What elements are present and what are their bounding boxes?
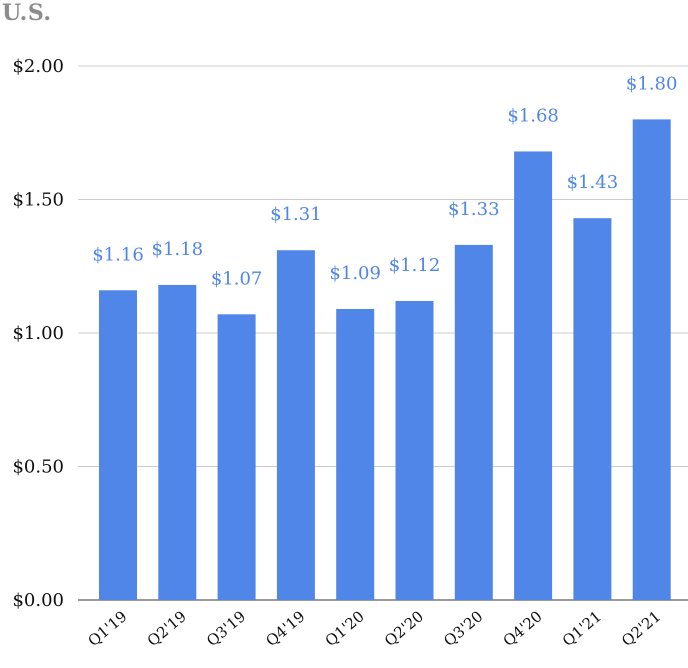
data-label: $1.16 <box>92 244 144 265</box>
data-labels: $1.16 $1.18 $1.07 $1.31 $1.09 $1.12 $1.33 $1.68… <box>92 73 677 289</box>
bar <box>158 284 197 600</box>
x-tick-label: Q2'19 <box>144 607 190 650</box>
x-tick-label: Q1'19 <box>84 607 130 650</box>
bar <box>217 314 256 600</box>
y-tick-label: $0.00 <box>12 590 64 611</box>
data-label: $1.07 <box>211 268 263 289</box>
bar <box>336 308 375 600</box>
bar <box>632 119 671 601</box>
data-label: $1.12 <box>389 255 441 276</box>
x-tick-label: Q1'21 <box>559 607 605 650</box>
y-tick-label: $1.50 <box>12 190 64 211</box>
y-tick-label: $2.00 <box>12 56 64 77</box>
x-tick-label: Q4'20 <box>500 607 546 650</box>
data-label: $1.33 <box>448 199 500 220</box>
x-tick-label: Q3'19 <box>203 607 249 650</box>
x-tick-label: Q2'20 <box>381 607 427 650</box>
bar <box>276 250 315 601</box>
x-axis-ticks: Q1'19 Q2'19 Q3'19 Q4'19 Q1'20 Q2'20 Q3'20 Q4'20… <box>84 607 664 650</box>
x-tick-label: Q3'20 <box>440 607 486 650</box>
bar <box>395 300 434 600</box>
y-tick-label: $1.00 <box>12 323 64 344</box>
x-tick-label: Q2'21 <box>618 607 664 650</box>
data-label: $1.09 <box>329 263 381 284</box>
data-label: $1.31 <box>270 204 322 225</box>
x-tick-label: Q1'20 <box>322 607 368 650</box>
data-label: $1.80 <box>626 73 678 94</box>
bars <box>99 119 671 601</box>
bar <box>573 218 612 600</box>
bar <box>454 244 493 600</box>
bar <box>99 290 137 600</box>
y-tick-label: $0.50 <box>12 457 64 478</box>
data-label: $1.43 <box>567 172 619 193</box>
x-tick-label: Q4'19 <box>262 607 308 650</box>
bar <box>514 151 553 600</box>
data-label: $1.18 <box>152 239 204 260</box>
data-label: $1.68 <box>507 105 559 126</box>
y-axis-ticks: $0.00 $0.50 $1.00 $1.50 $2.00 <box>12 56 64 611</box>
chart-title: U.S. <box>2 0 52 26</box>
